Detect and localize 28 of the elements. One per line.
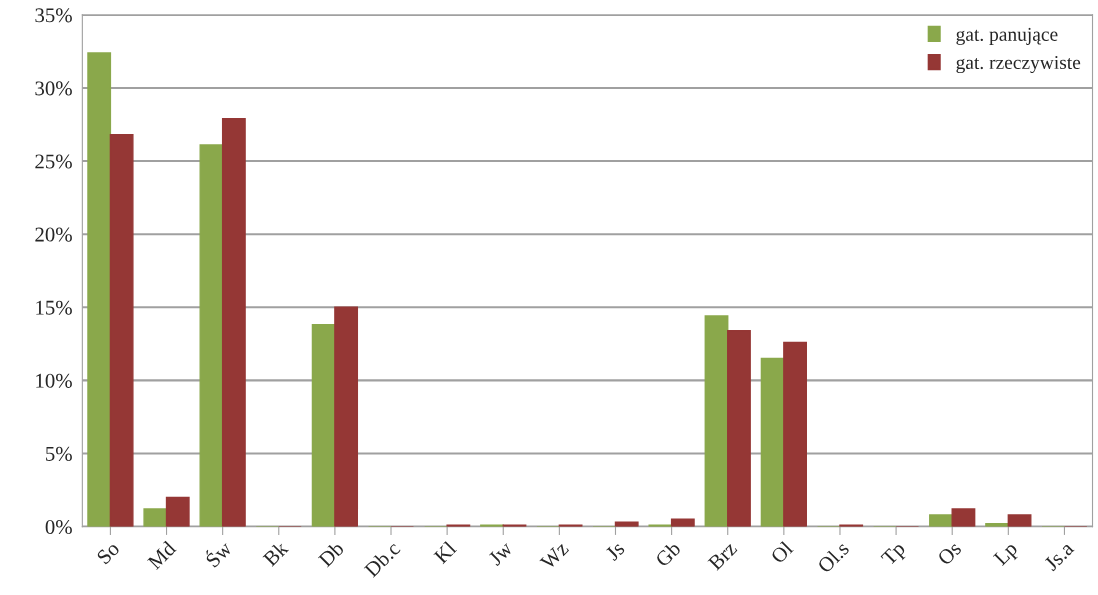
x-tick-label: Ol.s xyxy=(816,540,850,574)
legend-label: gat. panujące xyxy=(956,27,1058,45)
y-tick-label: 20% xyxy=(35,227,72,242)
y-tick-label: 35% xyxy=(35,8,72,23)
x-tick-label: Tp xyxy=(880,540,909,570)
x-tick-label: Db xyxy=(317,540,345,568)
x-tick-label: Ol xyxy=(769,540,794,565)
y-tick-label: 15% xyxy=(36,300,72,315)
y-tick-label: 30% xyxy=(35,81,72,96)
x-tick-label: Brz xyxy=(707,540,738,571)
y-tick-label: 5% xyxy=(46,446,72,461)
x-tick-label: Os xyxy=(936,540,963,566)
legend-label: gat. rzeczywiste xyxy=(956,55,1081,74)
x-tick-label: Js xyxy=(604,540,626,562)
x-tick-label: Js.a xyxy=(1043,540,1075,572)
y-tick-label: 25% xyxy=(35,154,72,169)
x-tick-label: Md xyxy=(146,539,177,571)
x-tick-label: Lp xyxy=(992,540,1022,570)
x-tick-label: Jw xyxy=(487,540,514,567)
x-tick-label: Kl xyxy=(432,540,458,565)
y-tick-label: 10% xyxy=(36,373,72,388)
x-tick-label: Db.c xyxy=(363,540,401,578)
x-tick-label: So xyxy=(96,540,121,565)
x-tick-label: Gb xyxy=(654,540,682,568)
x-tick-label: Bk xyxy=(262,539,290,567)
x-tick-label: Św xyxy=(202,537,233,568)
y-tick-label: 0% xyxy=(45,519,72,535)
x-tick-label: Wz xyxy=(539,540,570,571)
